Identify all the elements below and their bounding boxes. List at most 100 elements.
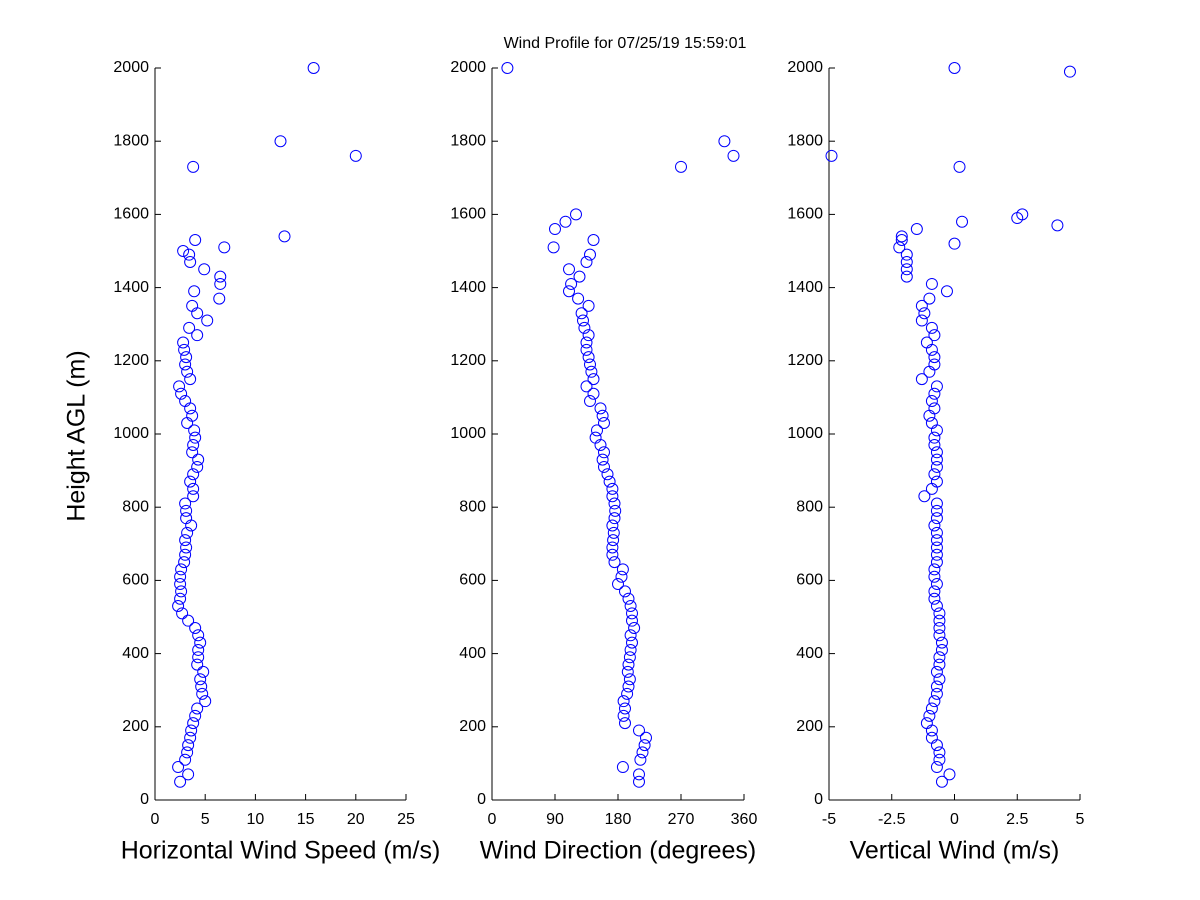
data-point	[617, 695, 630, 708]
data-point	[621, 687, 634, 700]
data-point	[933, 614, 946, 627]
data-point	[628, 621, 641, 634]
data-point	[587, 373, 600, 386]
y-tick-label: 1000	[113, 425, 149, 442]
data-point	[727, 149, 740, 162]
data-point	[933, 651, 946, 664]
data-point	[307, 62, 320, 74]
data-point	[585, 365, 598, 378]
data-point	[187, 717, 200, 730]
data-point	[633, 768, 645, 781]
data-point	[608, 556, 621, 569]
data-point	[928, 585, 941, 598]
x-tick-label: 10	[247, 811, 265, 828]
data-point	[192, 453, 205, 466]
data-point	[580, 343, 593, 356]
data-point	[178, 343, 191, 356]
data-point	[900, 255, 913, 268]
data-point	[930, 475, 943, 488]
data-point	[930, 600, 943, 613]
data-point	[633, 724, 645, 737]
data-point	[177, 336, 190, 349]
data-point	[572, 292, 585, 305]
data-point	[928, 402, 941, 415]
data-point	[194, 636, 207, 649]
data-point	[577, 314, 589, 327]
data-point	[191, 658, 204, 671]
data-point	[930, 497, 943, 510]
data-point	[606, 482, 619, 495]
y-tick-label: 2000	[113, 59, 149, 76]
data-point	[621, 665, 634, 678]
data-point	[181, 746, 194, 759]
data-point	[612, 578, 624, 591]
data-point	[619, 717, 631, 730]
data-point	[948, 237, 961, 250]
data-point	[187, 468, 200, 481]
data-point	[580, 380, 593, 393]
data-point	[930, 512, 943, 525]
x-tick-label: 15	[297, 811, 315, 828]
y-tick-label: 600	[122, 572, 149, 589]
data-point	[619, 702, 631, 715]
data-point	[565, 277, 578, 290]
data-point	[582, 351, 595, 364]
x-axis-label: Horizontal Wind Speed (m/s)	[121, 837, 441, 865]
data-point	[179, 395, 192, 408]
data-point	[591, 424, 603, 437]
data-point	[933, 746, 946, 759]
x-tick-label: 0	[151, 811, 160, 828]
data-point	[197, 665, 210, 678]
data-point	[608, 497, 621, 510]
data-point	[559, 215, 572, 228]
data-point	[179, 548, 192, 561]
data-point	[918, 307, 931, 320]
data-point	[925, 321, 938, 334]
data-point	[598, 417, 610, 430]
data-point	[928, 695, 941, 708]
x-tick-label: -5	[822, 811, 836, 828]
data-point	[624, 600, 637, 613]
data-point	[1016, 208, 1029, 221]
data-point	[928, 329, 941, 342]
data-point	[923, 709, 936, 722]
data-point	[616, 761, 629, 774]
data-point	[928, 387, 941, 400]
data-point	[930, 665, 943, 678]
data-point	[930, 548, 943, 561]
data-point	[172, 600, 185, 613]
data-point	[175, 387, 188, 400]
data-point	[622, 658, 635, 671]
data-point	[943, 768, 956, 781]
x-tick-label: 20	[347, 811, 365, 828]
data-point	[183, 321, 196, 334]
data-point	[603, 475, 616, 488]
x-tick-label: 25	[397, 811, 415, 828]
data-point	[930, 534, 943, 547]
y-tick-label: 2000	[787, 59, 823, 76]
data-point	[923, 292, 936, 305]
data-point	[594, 402, 607, 415]
y-tick-label: 1200	[787, 352, 823, 369]
data-point	[953, 160, 966, 173]
data-point	[179, 753, 192, 766]
data-point	[174, 578, 187, 591]
data-point	[575, 307, 588, 320]
x-tick-label: 0	[950, 811, 959, 828]
data-point	[501, 62, 514, 74]
x-tick-label: 0	[488, 811, 497, 828]
data-point	[895, 234, 908, 247]
y-tick-label: 400	[796, 645, 823, 662]
data-point	[930, 446, 943, 459]
data-point	[189, 709, 202, 722]
data-point	[925, 395, 938, 408]
y-tick-label: 1600	[113, 206, 149, 223]
data-point	[617, 709, 630, 722]
data-point	[198, 263, 211, 276]
y-tick-label: 800	[122, 498, 149, 515]
y-tick-label: 1200	[113, 352, 149, 369]
data-point	[930, 687, 943, 700]
y-tick-label: 1600	[450, 206, 486, 223]
data-point	[182, 614, 195, 627]
